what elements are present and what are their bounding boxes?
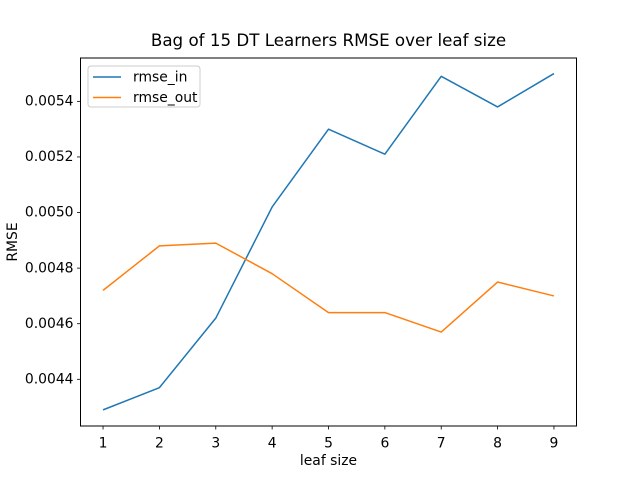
legend: rmse_in rmse_out (87, 65, 201, 108)
series-line-rmse_in (102, 72, 555, 411)
x-tick-label: 5 (324, 436, 333, 452)
x-tick-label: 3 (211, 436, 220, 452)
x-tick-label: 6 (380, 436, 389, 452)
data-series (102, 72, 555, 411)
legend-label-rmse_out: rmse_out (133, 90, 198, 106)
x-axis-ticks: 1 2 3 4 5 6 7 8 9 (99, 426, 559, 452)
x-tick-label: 2 (155, 436, 164, 452)
y-tick-label: 0.0044 (25, 372, 74, 388)
legend-label-rmse_in: rmse_in (133, 70, 187, 86)
x-tick-label: 9 (550, 436, 559, 452)
y-tick-label: 0.0054 (25, 94, 74, 110)
series-line-rmse_out (102, 242, 555, 333)
y-tick-label: 0.0050 (25, 205, 74, 221)
plot-area-border (80, 57, 577, 427)
x-tick-label: 4 (268, 436, 277, 452)
x-axis-label: leaf size (300, 453, 357, 469)
x-tick-label: 1 (99, 436, 108, 452)
y-axis-ticks: 0.0044 0.0046 0.0048 0.0050 0.0052 0.0054 (25, 94, 81, 388)
y-tick-label: 0.0048 (25, 260, 74, 276)
y-tick-label: 0.0052 (25, 149, 74, 165)
y-tick-label: 0.0046 (25, 316, 74, 332)
chart-title: Bag of 15 DT Learners RMSE over leaf siz… (151, 30, 506, 50)
x-tick-label: 8 (493, 436, 502, 452)
y-axis-label: RMSE (5, 222, 21, 261)
x-tick-label: 7 (437, 436, 446, 452)
